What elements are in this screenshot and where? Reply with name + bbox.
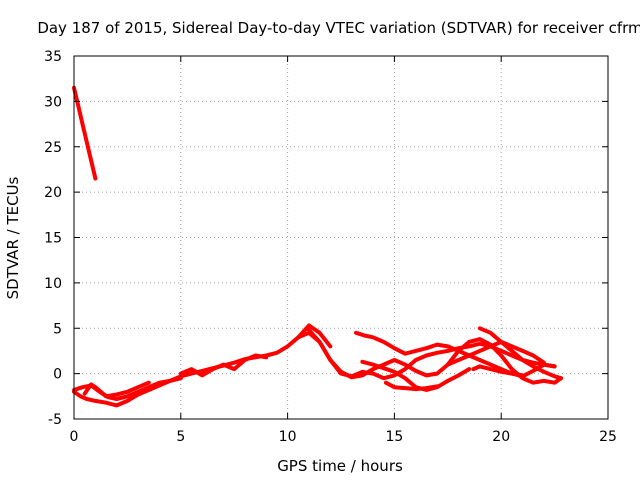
series-arc-1 <box>72 85 98 181</box>
y-tick-label: 30 <box>44 94 62 110</box>
x-tick-label: 0 <box>70 429 79 445</box>
x-tick-label: 10 <box>279 429 297 445</box>
chart-title: Day 187 of 2015, Sidereal Day-to-day VTE… <box>37 19 640 37</box>
x-tick-label: 15 <box>385 429 403 445</box>
y-axis-title: SDTVAR / TECUs <box>4 176 22 299</box>
y-tick-label: 20 <box>44 185 62 201</box>
x-tick-label: 25 <box>599 429 617 445</box>
x-axis-title: GPS time / hours <box>277 457 403 475</box>
y-tick-label: 25 <box>44 140 62 156</box>
y-tick-label: 5 <box>53 321 62 337</box>
series-arc-12 <box>477 326 563 381</box>
data-series <box>72 85 563 408</box>
y-tick-label: 35 <box>44 49 62 65</box>
series-arc-13 <box>471 364 525 378</box>
x-tick-label: 5 <box>176 429 185 445</box>
series-arc-11 <box>445 339 546 367</box>
series-arc-10 <box>383 380 440 392</box>
y-tick-label: -5 <box>48 412 62 428</box>
x-tick-label: 20 <box>492 429 510 445</box>
axis-ticks <box>73 55 609 420</box>
series-arc-5 <box>178 353 269 378</box>
grid <box>74 56 608 419</box>
series-arc-4 <box>82 380 151 399</box>
y-axis-tick-labels: -5 0 5 10 15 20 25 30 35 <box>44 49 62 428</box>
y-tick-label: 10 <box>44 276 62 292</box>
x-axis-tick-labels: 0 5 10 15 20 25 <box>70 429 617 445</box>
y-tick-label: 0 <box>53 367 62 383</box>
y-tick-label: 15 <box>44 231 62 247</box>
